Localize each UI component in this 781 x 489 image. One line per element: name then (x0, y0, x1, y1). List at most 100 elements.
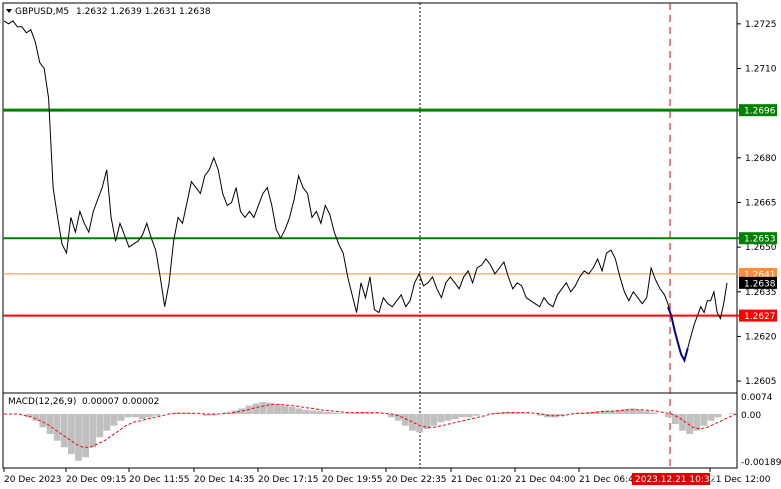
price-levels (3, 108, 739, 317)
macd-bar (75, 414, 82, 461)
macd-bar (430, 414, 438, 426)
macd-bar (487, 413, 495, 414)
macd-bar (537, 414, 544, 416)
price-tick-label: 1.2710 (745, 64, 777, 74)
macd-bar (672, 414, 679, 424)
macd-bar (714, 414, 722, 418)
macd-bar (615, 409, 622, 414)
macd-bar (622, 409, 630, 414)
macd-bar (664, 414, 672, 418)
macd-bar (167, 413, 175, 414)
macd-bar (650, 412, 658, 414)
price-series (3, 20, 728, 363)
macd-bar (267, 402, 274, 414)
macd-bar (146, 414, 153, 418)
macd-bar (629, 408, 637, 414)
price-tick-label: 1.2635 (745, 288, 777, 298)
level-tag-label: 1.2653 (744, 235, 776, 245)
macd-bar (601, 410, 608, 414)
macd-bar (522, 413, 530, 414)
macd-bar (131, 414, 139, 418)
time-axis: 20 Dec 2023 20 Dec 09:15 20 Dec 11:55 20 De… (3, 468, 771, 485)
macd-bar (53, 414, 61, 441)
macd-bar (46, 414, 54, 434)
price-tick-label: 1.2650 (745, 243, 777, 253)
macd-bar (387, 414, 395, 418)
level-tag-label: 1.2641 (744, 270, 776, 280)
macd-bar (352, 412, 359, 414)
macd-bar (39, 414, 47, 428)
macd-bar (366, 412, 374, 414)
macd-bar (416, 414, 423, 433)
macd-bar (110, 414, 118, 426)
macd-bar (394, 414, 402, 421)
dropdown-triangle-icon[interactable] (6, 9, 12, 13)
macd-bar (124, 414, 132, 418)
macd-bar (330, 412, 338, 414)
macd-bar (473, 414, 480, 416)
macd-bar (68, 414, 75, 454)
macd-signal-line (4, 403, 737, 448)
macd-bar (515, 412, 523, 414)
macd-bar (60, 414, 68, 448)
macd-bar (188, 413, 196, 414)
time-tick-label: 21 Dec 01:20 (451, 475, 512, 485)
price-line (3, 20, 670, 314)
macd-bar (25, 414, 33, 418)
macd-bar (444, 414, 452, 421)
current-price-tag (739, 276, 777, 289)
macd-values: 0.00007 0.00002 (82, 397, 159, 407)
forecast-line (667, 306, 689, 363)
macd-bar (643, 411, 651, 414)
time-tick-label: 20 Dec 22:35 (386, 475, 447, 485)
time-tick-label: 20 Dec 09:15 (66, 475, 127, 485)
current-price-label: 1.2638 (744, 279, 776, 289)
macd-bar (437, 414, 445, 423)
time-tick-label: 20 Dec 11:55 (129, 475, 190, 485)
macd-bar (281, 405, 288, 414)
macd-bar (210, 414, 217, 416)
macd-bar (409, 414, 416, 431)
time-marker-badge (632, 473, 710, 485)
symbol-label: GBPUSD,M5 (15, 7, 69, 17)
macd-bar (679, 414, 686, 431)
macd-bar (636, 409, 644, 414)
macd-bar (451, 414, 459, 419)
macd-bar (402, 414, 409, 426)
macd-tick-zero: 0.00 (741, 411, 761, 421)
level-tag (739, 104, 777, 117)
level-tag (739, 232, 777, 245)
price-tick-label: 1.2680 (745, 154, 777, 164)
price-line-continuation (687, 282, 728, 349)
macd-bar (259, 402, 267, 414)
macd-bar (153, 414, 160, 416)
macd-bar (89, 414, 97, 448)
main-plot-frame (2, 2, 738, 394)
macd-bar (32, 414, 40, 421)
macd-plot-frame (2, 392, 738, 469)
macd-bar (728, 413, 736, 414)
macd-bar (295, 408, 303, 414)
macd-bar (608, 410, 615, 414)
macd-bar (338, 413, 345, 414)
price-axis: 1.27251.27101.26801.26651.26501.26351.26… (737, 20, 777, 387)
macd-bar (586, 411, 594, 414)
macd-bar (558, 414, 566, 416)
macd-bar (309, 410, 317, 414)
price-tick-label: 1.2605 (745, 377, 777, 387)
macd-label: MACD(12,26,9) (8, 397, 76, 407)
price-tick-label: 1.2620 (745, 332, 777, 342)
ohlc-values: 1.2632 1.2639 1.2631 1.2638 (76, 7, 211, 17)
macd-bar (238, 408, 246, 414)
time-tick-label: 20 Dec 2023 (4, 475, 62, 485)
macd-tick-bottom: -0.00189 (741, 458, 781, 468)
price-tick-label: 1.2725 (745, 20, 777, 30)
macd-bar (707, 414, 715, 421)
macd-bar (345, 413, 352, 414)
macd-bar (700, 414, 708, 426)
time-tick-label: 21 Dec 12:00 (710, 475, 771, 485)
macd-bar (572, 413, 580, 414)
macd-bar (96, 414, 104, 438)
level-tag (739, 309, 777, 322)
